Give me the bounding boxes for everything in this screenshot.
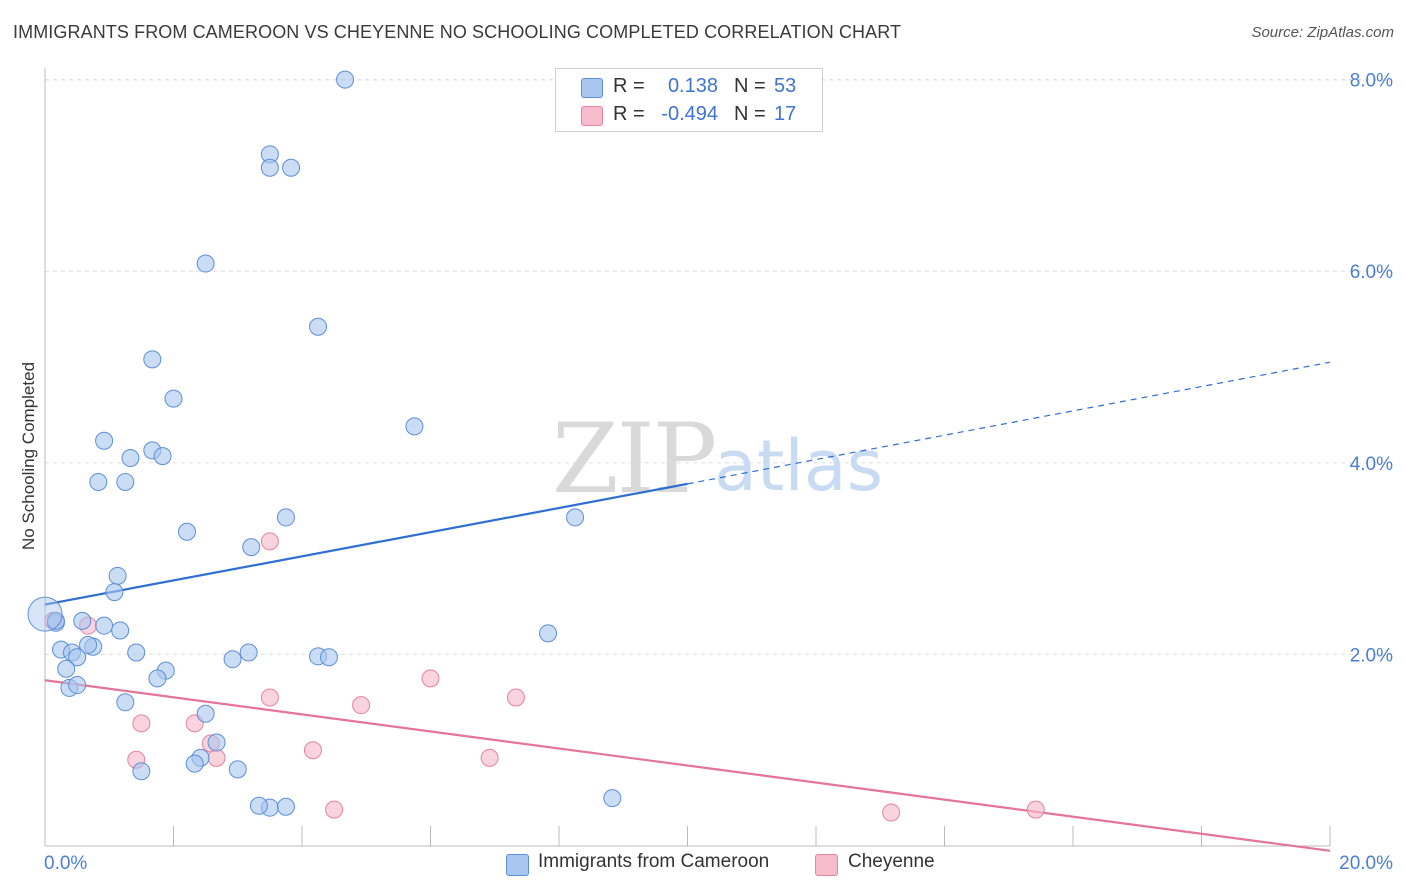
point-cameroon	[276, 508, 295, 527]
legend-swatch-cheyenne	[815, 854, 838, 876]
legend-n-label: N =	[734, 103, 766, 125]
point-cluster-cameroon	[27, 596, 63, 632]
x-tick-labels: 0.0% 20.0%	[44, 853, 1393, 874]
point-cheyenne	[132, 714, 151, 733]
point-cameroon	[566, 508, 585, 527]
legend: R = 0.138 N = 53 R = -0.494 N = 17	[555, 68, 823, 132]
point-cameroon	[46, 611, 65, 630]
point-cameroon	[127, 643, 146, 662]
point-cameroon	[196, 254, 215, 273]
point-cameroon	[68, 648, 87, 667]
point-cameroon	[105, 583, 124, 602]
point-cameroon	[242, 538, 261, 557]
x-tick-label-max: 20.0%	[1339, 853, 1393, 874]
point-cheyenne	[421, 669, 440, 688]
point-cameroon	[336, 70, 355, 89]
point-cameroon	[223, 650, 242, 669]
trendline-cameroon	[44, 482, 688, 606]
point-cameroon	[228, 760, 247, 779]
trend-lines	[44, 361, 1331, 852]
point-cameroon	[603, 789, 622, 808]
legend-n-label: N =	[734, 75, 766, 97]
point-cheyenne	[207, 748, 226, 767]
point-cameroon	[57, 659, 76, 678]
point-cameroon	[309, 317, 328, 336]
y-axis-label: No Schooling Completed	[19, 362, 38, 550]
point-cheyenne	[352, 696, 371, 715]
point-cameroon	[116, 472, 135, 491]
legend-row-cheyenne: R = -0.494 N = 17	[556, 101, 822, 129]
source-credit: Source: ZipAtlas.com	[1251, 24, 1394, 41]
point-cheyenne	[506, 688, 525, 707]
legend-n-value: 17	[774, 103, 797, 125]
legend-label-cheyenne: Cheyenne	[848, 851, 935, 872]
point-cameroon	[164, 389, 183, 408]
point-cameroon	[185, 754, 204, 773]
point-cameroon	[95, 616, 114, 635]
axes	[44, 68, 1331, 847]
y-tick-label: 8.0%	[1350, 71, 1393, 92]
chart-title: IMMIGRANTS FROM CAMEROON VS CHEYENNE NO …	[13, 22, 902, 42]
point-cameroon	[239, 643, 258, 662]
point-cameroon	[132, 762, 151, 781]
point-cheyenne	[260, 532, 279, 551]
point-cheyenne	[303, 741, 322, 760]
trendline-cheyenne	[44, 679, 1331, 852]
point-cheyenne	[480, 748, 499, 767]
legend-r-label: R =	[613, 75, 645, 97]
point-cameroon	[282, 158, 301, 177]
point-cameroon	[68, 676, 87, 695]
point-cameroon	[177, 522, 196, 541]
point-cameroon	[89, 472, 108, 491]
point-cameroon	[196, 704, 215, 723]
series-legend: Immigrants from Cameroon Cheyenne	[0, 851, 1406, 879]
legend-row-cameroon: R = 0.138 N = 53	[556, 73, 822, 101]
legend-swatch-cameroon	[506, 854, 529, 876]
point-cameroon	[539, 624, 558, 643]
point-cameroon	[95, 431, 114, 450]
point-cameroon	[405, 417, 424, 436]
legend-swatch-pink	[581, 106, 603, 126]
legend-r-value: -0.494	[661, 103, 718, 125]
legend-n-value: 53	[774, 75, 797, 97]
legend-swatch-blue	[581, 78, 603, 98]
x-tick-label-min: 0.0%	[44, 853, 87, 874]
point-cameroon	[79, 635, 98, 654]
legend-r-label: R =	[613, 103, 645, 125]
y-tick-label: 2.0%	[1350, 645, 1393, 666]
point-cameroon	[153, 447, 172, 466]
legend-label-cameroon: Immigrants from Cameroon	[538, 851, 770, 872]
point-cameroon	[143, 350, 162, 369]
point-cameroon	[116, 693, 135, 712]
y-tick-label: 4.0%	[1350, 454, 1393, 475]
point-cameroon	[108, 566, 127, 585]
y-tick-label: 6.0%	[1350, 262, 1393, 283]
point-cameroon	[249, 796, 268, 815]
point-cheyenne	[1026, 800, 1045, 819]
y-tick-labels: 2.0% 4.0% 6.0% 8.0%	[1350, 71, 1393, 667]
watermark: ZIP atlas	[552, 403, 883, 515]
point-cameroon	[319, 648, 338, 667]
point-cameroon	[260, 158, 279, 177]
point-cameroon	[276, 797, 295, 816]
point-cameroon	[121, 449, 140, 468]
watermark-atlas: atlas	[714, 425, 883, 507]
watermark-zip: ZIP	[552, 403, 715, 515]
point-cheyenne	[882, 803, 901, 822]
point-cheyenne	[260, 688, 279, 707]
grid-lines	[45, 79, 1392, 655]
point-cameroon	[207, 733, 226, 752]
legend-r-value: 0.138	[667, 75, 718, 97]
point-cameroon	[111, 621, 130, 640]
point-cameroon	[73, 611, 92, 630]
trendline-cameroon-extrapolated	[687, 361, 1331, 485]
point-cameroon	[148, 669, 167, 688]
data-points	[27, 70, 1045, 822]
point-cheyenne	[325, 800, 344, 819]
